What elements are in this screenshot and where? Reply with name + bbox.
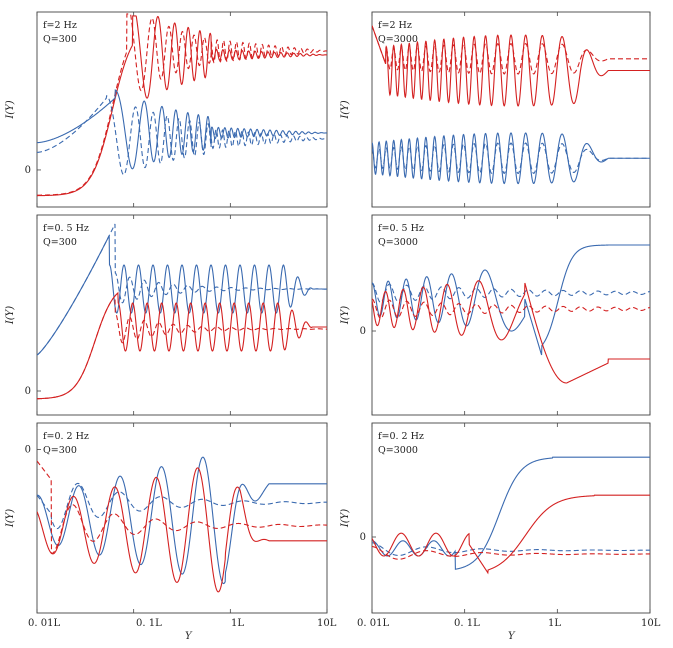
x-tick-right-3: 10L <box>641 618 661 629</box>
series-blue-dashed <box>37 94 327 176</box>
x-axis-label-right: Y <box>508 631 516 642</box>
series-red-solid <box>37 467 327 593</box>
series-red-solid <box>37 291 327 400</box>
series-red-solid <box>372 494 650 575</box>
y-tick-zero: 0 <box>25 386 31 397</box>
series-blue-dashed <box>372 282 650 303</box>
plot-frame <box>371 422 651 614</box>
annotation-q: Q=3000 <box>378 34 418 45</box>
y-axis-label: I(Y) <box>5 509 16 528</box>
annotation-q: Q=300 <box>43 34 77 45</box>
plot-frame <box>36 11 328 208</box>
y-tick-zero: 0 <box>25 445 31 456</box>
annotation-f: f=2 Hz <box>43 20 77 31</box>
panel-top-right: f=2 Hz Q=3000 I(Y) <box>340 11 651 208</box>
annotation-q: Q=3000 <box>378 237 418 248</box>
panel-bot-left: f=0. 2 Hz Q=300 I(Y) 0 <box>5 422 328 614</box>
series-blue-dashed <box>372 142 650 175</box>
series-blue-solid <box>372 244 650 356</box>
panel-mid-right: f=0. 5 Hz Q=3000 I(Y) 0 <box>340 214 651 416</box>
annotation-f: f=0. 5 Hz <box>378 223 424 234</box>
y-tick-zero: 0 <box>360 326 366 337</box>
series-blue-dashed <box>37 223 327 356</box>
series-red-solid <box>372 280 650 384</box>
annotation-q: Q=3000 <box>378 445 418 456</box>
plot-frame <box>36 214 328 416</box>
x-tick-left-3: 10L <box>317 618 337 629</box>
series-red-solid <box>37 15 327 197</box>
series-red-dashed <box>372 298 650 319</box>
x-tick-right-1: 0. 1L <box>454 618 480 629</box>
x-tick-left-0: 0. 01L <box>28 618 60 629</box>
annotation-f: f=0. 5 Hz <box>43 223 89 234</box>
plot-frame <box>371 11 651 208</box>
plot-frame <box>371 214 651 416</box>
series-blue-solid <box>37 235 327 356</box>
x-tick-left-2: 1L <box>231 618 244 629</box>
series-blue-solid <box>372 132 650 185</box>
annotation-f: f=0. 2 Hz <box>378 431 424 442</box>
y-axis-label: I(Y) <box>5 306 16 325</box>
y-axis-label: I(Y) <box>340 509 351 528</box>
y-axis-label: I(Y) <box>340 306 351 325</box>
y-tick-zero: 0 <box>25 165 31 176</box>
panel-bot-right: f=0. 2 Hz Q=3000 I(Y) 0 <box>340 422 651 614</box>
x-tick-left-1: 0. 1L <box>136 618 162 629</box>
y-tick-zero: 0 <box>360 532 366 543</box>
series-red-dashed <box>37 294 327 400</box>
series-red-dashed <box>37 13 327 196</box>
annotation-q: Q=300 <box>43 445 77 456</box>
x-axis-label-left: Y <box>185 631 193 642</box>
y-axis-label: I(Y) <box>5 100 16 119</box>
plot-frame <box>36 422 328 614</box>
series-blue-solid <box>37 89 327 170</box>
series-blue-solid <box>37 456 327 585</box>
annotation-f: f=2 Hz <box>378 20 412 31</box>
series-blue-dashed <box>37 482 327 530</box>
panel-top-left: f=2 Hz Q=300 I(Y) 0 <box>5 11 328 208</box>
series-red-dashed <box>37 460 327 554</box>
annotation-f: f=0. 2 Hz <box>43 431 89 442</box>
series-red-dashed <box>372 545 650 560</box>
annotation-q: Q=300 <box>43 237 77 248</box>
panel-mid-left: f=0. 5 Hz Q=300 I(Y) 0 <box>5 214 328 416</box>
series-blue-dashed <box>372 542 650 556</box>
y-axis-label: I(Y) <box>340 100 351 119</box>
x-tick-right-0: 0. 01L <box>357 618 389 629</box>
x-tick-right-2: 1L <box>548 618 561 629</box>
series-red-dashed <box>372 25 650 75</box>
